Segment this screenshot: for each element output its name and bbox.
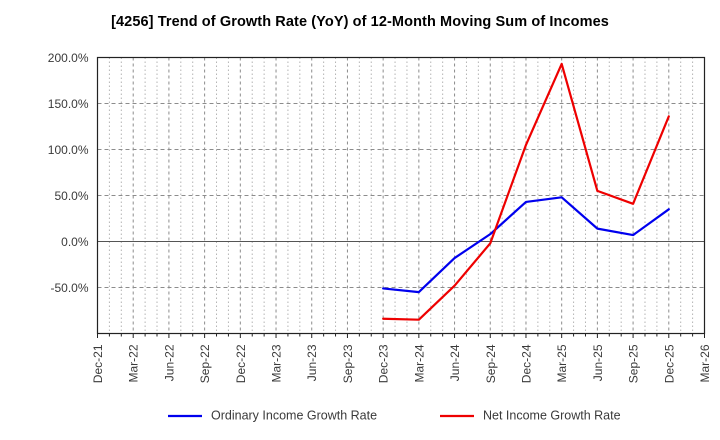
page-title: [4256] Trend of Growth Rate (YoY) of 12-… xyxy=(111,14,609,30)
x-axis-tick-label: Dec-21 xyxy=(91,344,105,383)
axis-tick-marks xyxy=(97,333,705,338)
plot-frame xyxy=(96,56,706,335)
series-line xyxy=(382,196,670,294)
y-axis-tick-label: 150.0% xyxy=(48,97,89,111)
y-axis-tick-label: 200.0% xyxy=(48,51,89,65)
x-axis-tick-label: Mar-26 xyxy=(698,344,712,382)
x-axis-tick-label: Jun-25 xyxy=(591,344,605,381)
y-axis-tick-label: -50.0% xyxy=(50,281,88,295)
y-axis-tick-label: 100.0% xyxy=(48,143,89,157)
x-axis-tick-label: Sep-25 xyxy=(627,344,641,383)
series-lines xyxy=(382,62,670,321)
x-axis-tick-label: Sep-22 xyxy=(198,344,212,383)
x-axis-tick-label: Sep-24 xyxy=(484,344,498,383)
x-axis-tick-label: Jun-22 xyxy=(162,344,176,381)
legend-label: Net Income Growth Rate xyxy=(483,408,621,422)
x-axis-tick-label: Dec-25 xyxy=(662,344,676,383)
x-axis-labels: Dec-21 Mar-22 Jun-22 Sep-22 Dec-22 Mar-23 Jun-… xyxy=(91,344,712,383)
series-line xyxy=(382,62,670,321)
x-axis-tick-label: Mar-25 xyxy=(555,344,569,382)
x-axis-tick-label: Dec-23 xyxy=(377,344,391,383)
y-axis-labels: -50.0% 0.0% 50.0% 100.0% 150.0% 200.0% xyxy=(48,51,89,295)
x-axis-tick-label: Mar-23 xyxy=(270,344,284,382)
y-axis-tick-label: 0.0% xyxy=(61,235,89,249)
chart-legend: Ordinary Income Growth Rate Net Income Gr… xyxy=(168,408,621,422)
x-axis-tick-label: Dec-24 xyxy=(519,344,533,383)
x-axis-tick-label: Mar-22 xyxy=(127,344,141,382)
legend-label: Ordinary Income Growth Rate xyxy=(211,408,377,422)
x-axis-tick-label: Mar-24 xyxy=(412,344,426,382)
major-gridlines xyxy=(97,57,705,334)
x-axis-tick-label: Dec-22 xyxy=(234,344,248,383)
x-axis-tick-label: Jun-23 xyxy=(305,344,319,381)
y-axis-tick-label: 50.0% xyxy=(54,189,88,203)
x-axis-tick-label: Jun-24 xyxy=(448,344,462,381)
x-axis-tick-label: Sep-23 xyxy=(341,344,355,383)
